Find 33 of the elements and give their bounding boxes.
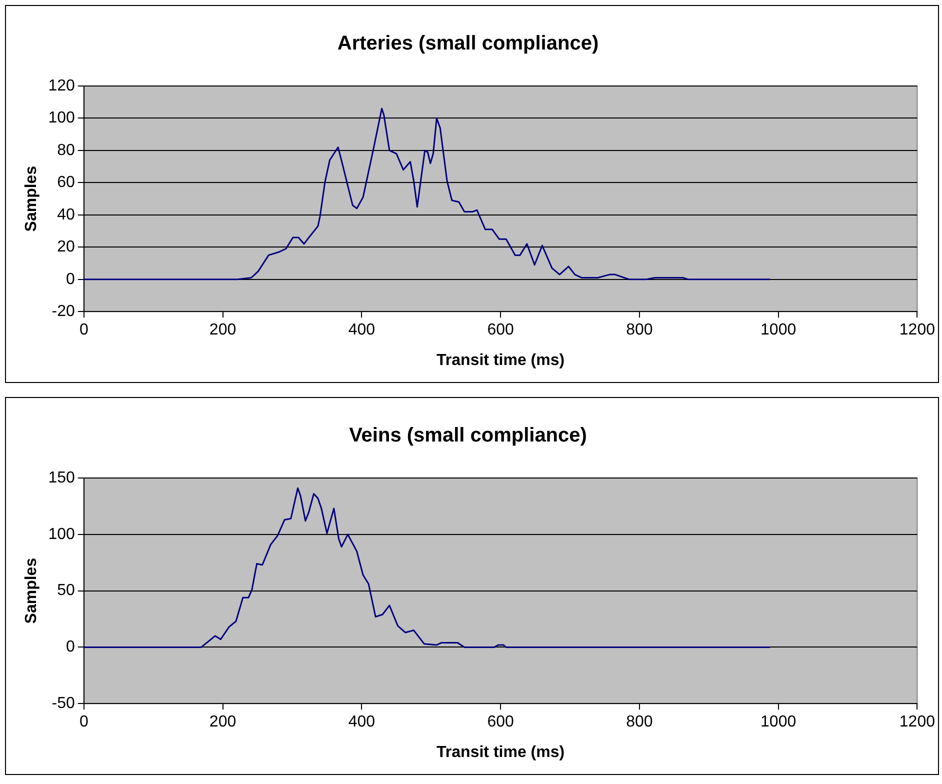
x-tick-label: 800 <box>626 714 653 731</box>
chart-title: Arteries (small compliance) <box>337 32 599 55</box>
x-tick-label: 400 <box>348 714 376 731</box>
y-tick-label: -20 <box>52 303 75 320</box>
x-tick-label: 600 <box>487 322 514 339</box>
y-tick-label: -50 <box>52 695 75 712</box>
x-tick-label: 0 <box>79 714 88 731</box>
y-tick-label: 40 <box>57 206 75 224</box>
x-tick-label: 200 <box>209 322 236 339</box>
x-tick-label: 800 <box>626 322 653 339</box>
x-tick-label: 1000 <box>760 714 796 731</box>
y-tick-label: 20 <box>57 238 75 256</box>
x-tick-label: 1200 <box>899 322 936 339</box>
x-tick-label: 1000 <box>760 322 796 339</box>
y-tick-label: 80 <box>57 142 75 159</box>
x-tick-label: 600 <box>487 714 514 731</box>
x-axis-title: Transit time (ms) <box>436 744 565 761</box>
y-tick-label: 50 <box>57 582 75 600</box>
x-tick-label: 400 <box>348 322 376 339</box>
y-axis-title: Samples <box>23 166 40 232</box>
y-tick-label: 0 <box>66 270 75 288</box>
y-axis-title: Samples <box>23 558 40 624</box>
y-tick-label: 150 <box>48 469 75 486</box>
x-axis-title: Transit time (ms) <box>436 352 565 369</box>
y-tick-label: 100 <box>48 110 75 127</box>
x-tick-label: 1200 <box>899 714 936 731</box>
y-tick-label: 60 <box>57 174 75 192</box>
x-tick-label: 200 <box>209 714 236 731</box>
x-tick-label: 0 <box>79 322 88 339</box>
y-tick-label: 120 <box>48 77 75 94</box>
chart-title: Veins (small compliance) <box>349 424 587 447</box>
y-tick-label: 100 <box>48 526 75 543</box>
y-tick-label: 0 <box>66 638 75 656</box>
